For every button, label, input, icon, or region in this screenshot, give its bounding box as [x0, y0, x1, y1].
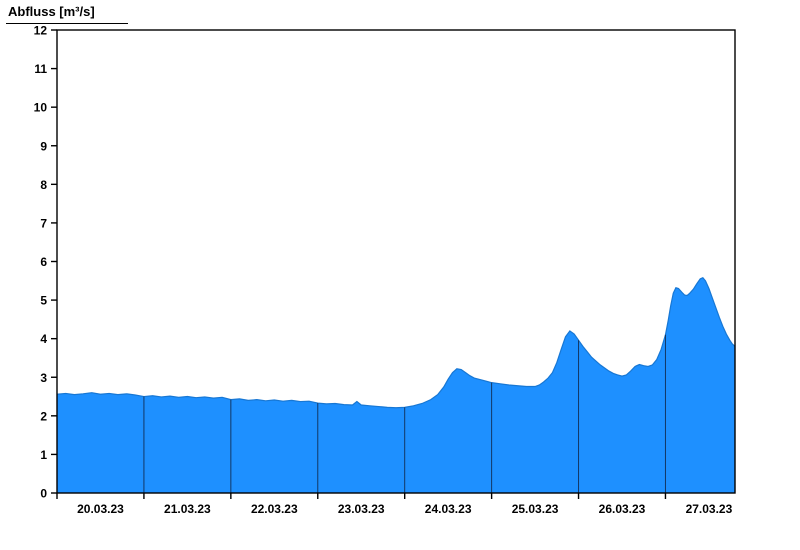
x-tick-label: 25.03.23	[512, 502, 559, 516]
x-tick-label: 21.03.23	[164, 502, 211, 516]
x-tick-label: 20.03.23	[77, 502, 124, 516]
y-tick-label: 4	[40, 332, 47, 346]
discharge-line	[56, 276, 736, 409]
x-tick-label: 22.03.23	[251, 502, 298, 516]
discharge-area	[57, 277, 735, 493]
y-tick-label: 10	[34, 101, 48, 115]
plot-area	[56, 276, 736, 493]
y-tick-label: 3	[40, 371, 47, 385]
y-tick-label: 12	[34, 24, 48, 38]
y-tick-label: 2	[40, 409, 47, 423]
y-tick-label: 0	[40, 487, 47, 501]
y-tick-label: 7	[40, 216, 47, 230]
x-tick-label: 26.03.23	[599, 502, 646, 516]
y-tick-label: 11	[34, 62, 47, 76]
x-tick-label: 23.03.23	[338, 502, 385, 516]
y-tick-label: 8	[40, 178, 47, 192]
y-tick-label: 1	[40, 448, 47, 462]
y-tick-label: 5	[40, 294, 47, 308]
x-tick-label: 27.03.23	[686, 502, 733, 516]
y-tick-label: 6	[40, 255, 47, 269]
x-tick-label: 24.03.23	[425, 502, 472, 516]
y-tick-label: 9	[40, 139, 47, 153]
chart-title: Abfluss [m³/s]	[8, 4, 95, 19]
